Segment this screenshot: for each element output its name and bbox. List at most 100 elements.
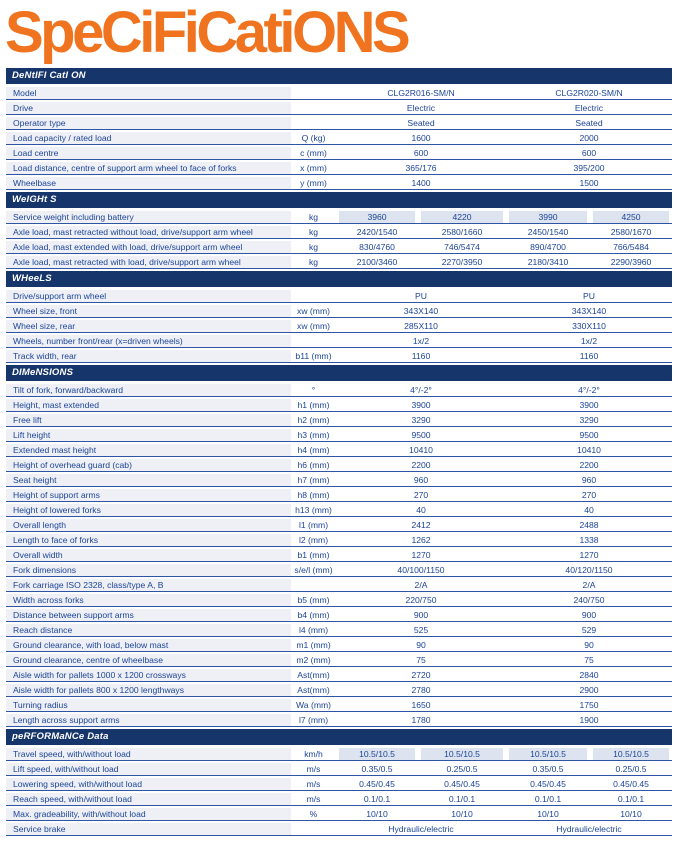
spec-row: Aisle width for pallets 800 x 1200 lengt… <box>6 684 672 697</box>
spec-value-cell: 2900 <box>579 685 599 695</box>
spec-row: Max. gradeability, with/without load% 10/… <box>6 808 672 821</box>
spec-row-label: Aisle width for pallets 1000 x 1200 cros… <box>6 669 291 681</box>
spec-row-label: Ground clearance, centre of wheelbase <box>6 654 291 666</box>
spec-value-cell: 2200 <box>579 460 599 470</box>
spec-value-cell: 1900 <box>579 715 599 725</box>
spec-row-label: Wheelbase <box>6 177 291 189</box>
spec-value-cell: 1160 <box>579 351 599 361</box>
spec-value-cell: 2840 <box>579 670 599 680</box>
spec-row-label: Service brake <box>6 823 291 835</box>
spec-row-label: Model <box>6 87 291 99</box>
spec-row: Load centre c (mm) 600 600 <box>6 147 672 160</box>
spec-row-label: Travel speed, with/without load <box>6 748 291 760</box>
spec-row-unit: l2 (mm) <box>298 535 329 545</box>
spec-row: Fork dimensions s/e/l (mm) 40/100/1150 40/1… <box>6 564 672 577</box>
spec-row: Wheel size, rear xw (mm) 285X110 330X110 <box>6 320 672 333</box>
spec-value-cell: 2450/1540 <box>527 227 569 237</box>
spec-value-cell: 10410 <box>409 445 433 455</box>
spec-row-label: Seat height <box>6 474 291 486</box>
spec-row-unit: kg <box>308 257 319 267</box>
spec-row-unit: b11 (mm) <box>295 351 332 361</box>
spec-row-label: Reach distance <box>6 624 291 636</box>
spec-value-cell: 2/A <box>582 580 596 590</box>
spec-row-unit: l7 (mm) <box>298 715 329 725</box>
spec-value-cell: 1262 <box>411 535 431 545</box>
spec-value-cell: 4°/-2° <box>578 385 600 395</box>
spec-row-unit <box>291 117 336 129</box>
spec-value-cell: 2000 <box>579 133 599 143</box>
spec-row: Travel speed, with/without load km/h 10.5/… <box>6 748 672 761</box>
spec-value-cell: 10.5/10.5 <box>418 748 506 760</box>
spec-value-cell: PU <box>583 291 595 301</box>
spec-value-cell: 2488 <box>579 520 599 530</box>
spec-value-cell: 1400 <box>411 178 431 188</box>
spec-row-unit: l4 (mm) <box>298 625 329 635</box>
spec-row: Overall width b1 (mm) 1270 1270 <box>6 549 672 562</box>
spec-row-unit: ° <box>311 385 316 395</box>
spec-value-cell: 2200 <box>411 460 431 470</box>
spec-row-label: Height of overhead guard (cab) <box>6 459 291 471</box>
spec-value-cell: 75 <box>416 655 426 665</box>
spec-value-cell: 746/5474 <box>444 242 480 252</box>
spec-value-cell: 600 <box>581 148 597 158</box>
spec-row-label: Reach speed, with/without load <box>6 793 291 805</box>
spec-row: Axle load, mast retracted with load, dri… <box>6 256 672 269</box>
spec-value-cell: 1750 <box>579 700 599 710</box>
spec-value-cell: 0.25/0.5 <box>446 764 478 774</box>
spec-row: Drive/support arm wheel PU PU <box>6 290 672 303</box>
spec-value-cell: 766/5484 <box>613 242 649 252</box>
spec-value-cell: 9500 <box>579 430 599 440</box>
spec-row: Operator type Seated Seated <box>6 117 672 130</box>
spec-row: Ground clearance, with load, below mast m… <box>6 639 672 652</box>
spec-row-unit: h2 (mm) <box>297 415 330 425</box>
spec-row-unit: xw (mm) <box>297 321 330 331</box>
spec-value-cell: 0.45/0.45 <box>444 779 480 789</box>
spec-row-unit: m/s <box>306 794 321 804</box>
spec-value-cell: 10.5/10.5 <box>506 748 590 760</box>
spec-row-unit: Wa (mm) <box>296 700 331 710</box>
spec-row-unit: kg <box>308 242 319 252</box>
section-header: DeNtIFI CatI ON <box>6 68 672 84</box>
spec-row-unit: m2 (mm) <box>296 655 331 665</box>
spec-row-label: Tilt of fork, forward/backward <box>6 384 291 396</box>
spec-row: Distance between support arms b4 (mm) 900 9… <box>6 609 672 622</box>
spec-row-unit: % <box>309 809 318 819</box>
spec-value-cell: 270 <box>581 490 597 500</box>
section-header: WeIGHt S <box>6 192 672 208</box>
spec-row-unit: c (mm) <box>300 148 327 158</box>
spec-row: Load capacity / rated load Q (kg) 1600 2000 <box>6 132 672 145</box>
spec-value-cell: 10410 <box>577 445 601 455</box>
spec-value-cell: 2412 <box>411 520 431 530</box>
spec-row-label: Load distance, centre of support arm whe… <box>6 162 291 174</box>
spec-row-label: Lift speed, with/without load <box>6 763 291 775</box>
spec-row-unit: h6 (mm) <box>297 460 330 470</box>
spec-value-cell: 4250 <box>590 211 672 223</box>
spec-value-cell: 2780 <box>411 685 431 695</box>
spec-row-label: Extended mast height <box>6 444 291 456</box>
spec-row: Height, mast extended h1 (mm) 3900 3900 <box>6 399 672 412</box>
spec-value-cell: 10/10 <box>620 809 642 819</box>
spec-row: Lift height h3 (mm) 9500 9500 <box>6 429 672 442</box>
spec-row-label: Axle load, mast retracted with load, dri… <box>6 256 291 268</box>
spec-row: Wheel size, front xw (mm) 343X140 343X140 <box>6 305 672 318</box>
spec-row: Model CLG2R016-SM/N CLG2R020-SM/N <box>6 87 672 100</box>
spec-value-cell: CLG2R020-SM/N <box>555 88 623 98</box>
spec-value-cell: 2720 <box>411 670 431 680</box>
spec-row: Turning radius Wa (mm) 1650 1750 <box>6 699 672 712</box>
spec-row-unit: h4 (mm) <box>297 445 330 455</box>
spec-value-cell: 0.35/0.5 <box>361 764 393 774</box>
spec-value-cell: 1338 <box>579 535 599 545</box>
spec-row-label: Length across support arms <box>6 714 291 726</box>
spec-row-unit: x (mm) <box>300 163 327 173</box>
spec-value-cell: 0.1/0.1 <box>448 794 476 804</box>
spec-row: Width across forks b5 (mm) 220/750 240/750 <box>6 594 672 607</box>
spec-row: Lowering speed, with/without load m/s 0.45… <box>6 778 672 791</box>
spec-row-label: Drive/support arm wheel <box>6 290 291 302</box>
spec-value-cell: 10/10 <box>451 809 473 819</box>
spec-row: Length to face of forks l2 (mm) 1262 1338 <box>6 534 672 547</box>
spec-value-cell: Electric <box>574 103 604 113</box>
spec-row-unit: kg <box>308 212 319 222</box>
spec-row-label: Load capacity / rated load <box>6 132 291 144</box>
spec-row-unit: m/s <box>306 779 321 789</box>
